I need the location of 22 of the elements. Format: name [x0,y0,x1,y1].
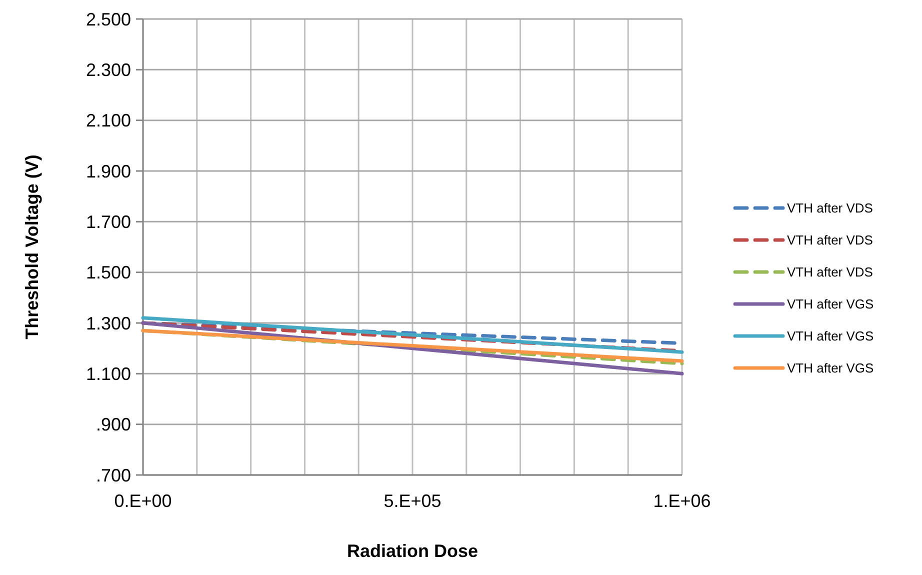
legend-label: VTH after VGS [787,360,874,376]
y-tick-label: 2.300 [86,60,131,80]
y-tick-label: 2.500 [86,9,131,30]
y-tick-label: .900 [96,414,131,435]
legend-label: VTH after VDS [787,232,874,248]
y-tick-label: .700 [96,465,131,486]
x-tick-label: 5.E+05 [384,491,442,511]
legend-label: VTH after VDS [787,264,874,280]
y-tick-label: 1.300 [86,313,131,334]
y-tick-label: 1.500 [86,262,131,283]
legend-label: VTH after VGS [787,296,874,312]
x-axis-title: Radiation Dose [346,541,478,561]
y-tick-label: 1.100 [86,364,131,384]
line-series [141,316,684,354]
legend-label: VTH after VDS [787,200,874,216]
legend-label: VTH after VGS [787,328,874,344]
y-tick-label: 1.700 [86,212,131,232]
y-tick-label: 1.900 [86,161,131,182]
x-tick-label: 0.E+00 [114,491,172,511]
y-tick-label: 2.100 [86,110,131,131]
x-tick-label: 1.E+06 [653,491,711,511]
y-axis-title: Threshold Voltage (V) [22,154,42,340]
